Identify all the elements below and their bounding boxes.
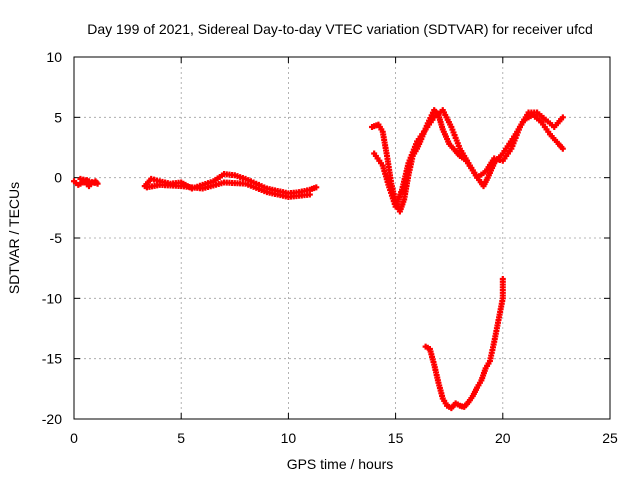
data-point: [306, 191, 313, 198]
x-tick-label: 0: [70, 430, 78, 446]
series-segment-3: [143, 179, 313, 200]
x-axis-label: GPS time / hours: [287, 456, 394, 472]
y-tick-label: -20: [42, 411, 62, 427]
chart-grid: [74, 57, 610, 419]
series-segment-5: [371, 107, 566, 210]
data-point: [559, 145, 566, 152]
y-tick-label: -10: [42, 290, 62, 306]
data-point: [86, 183, 93, 190]
x-tick-label: 10: [281, 430, 297, 446]
y-tick-label: 5: [54, 109, 62, 125]
data-point: [313, 184, 320, 191]
y-tick-label: -15: [42, 351, 62, 367]
chart-title: Day 199 of 2021, Sidereal Day-to-day VTE…: [87, 21, 593, 37]
x-tick-label: 5: [177, 430, 185, 446]
series-segment-1: [71, 175, 101, 190]
y-tick-label: 10: [46, 49, 62, 65]
data-point: [559, 114, 566, 121]
series-markers: [71, 107, 566, 412]
y-tick-label: -5: [50, 230, 63, 246]
y-tick-label: 0: [54, 170, 62, 186]
x-tick-label: 20: [495, 430, 511, 446]
y-axis-label: SDTVAR / TECUs: [6, 182, 22, 294]
x-tick-label: 25: [602, 430, 618, 446]
axis-ticks: 0 5 10 15 20 25 -20 -15 -10 -5 0 5 10: [42, 49, 618, 446]
data-point: [499, 276, 506, 283]
x-tick-label: 15: [388, 430, 404, 446]
series-segment-6: [422, 276, 506, 412]
